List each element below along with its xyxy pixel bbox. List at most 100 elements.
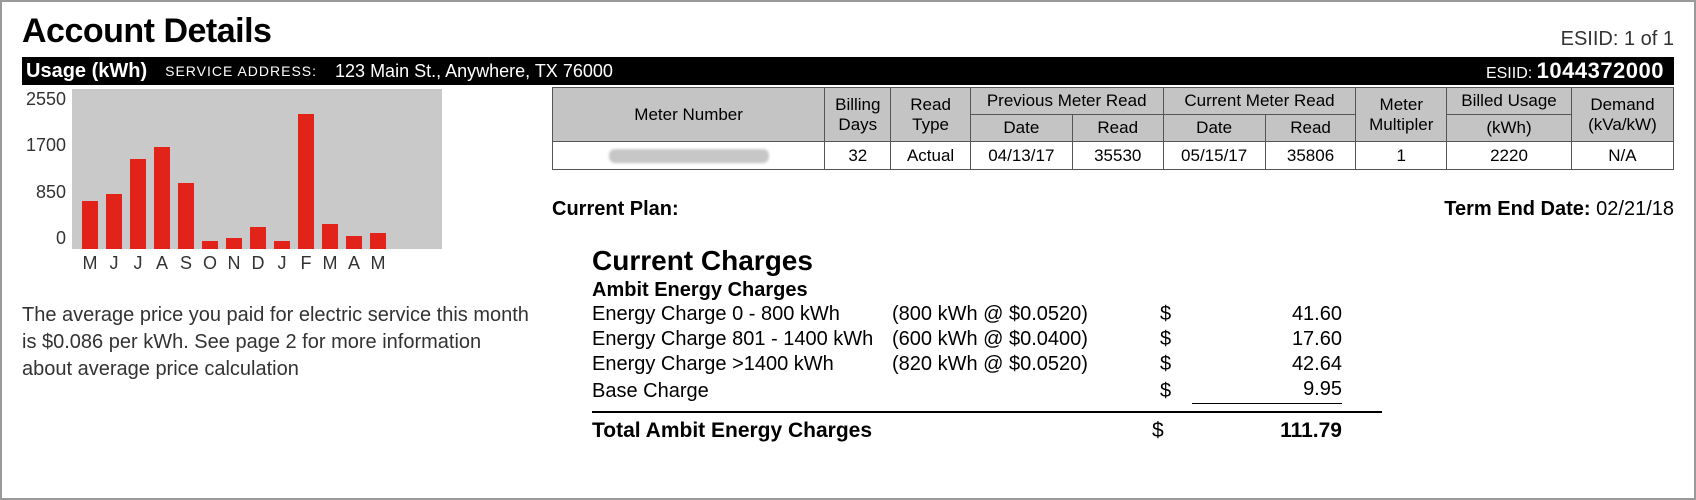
chart-yaxis: 2550 1700 850 0 bbox=[22, 89, 72, 249]
charge-detail: (800 kWh @ $0.0520) bbox=[892, 303, 1152, 326]
esiid-display: ESIID: 1044372000 bbox=[1486, 58, 1664, 84]
average-price-text: The average price you paid for electric … bbox=[22, 302, 532, 383]
meter-table: Meter Number Billing Days Read Type Prev… bbox=[552, 87, 1674, 170]
charge-desc: Energy Charge 0 - 800 kWh bbox=[592, 303, 892, 326]
chart-bar bbox=[346, 236, 362, 249]
term-end: Term End Date: 02/21/18 bbox=[1444, 198, 1674, 221]
xtick: O bbox=[202, 253, 218, 274]
th-prev-group: Previous Meter Read bbox=[970, 88, 1163, 115]
th-curr-group: Current Meter Read bbox=[1163, 88, 1356, 115]
chart-bar bbox=[106, 194, 122, 249]
chart-bar bbox=[130, 159, 146, 249]
xtick: M bbox=[322, 253, 338, 274]
meter-row: 32 Actual 04/13/17 35530 05/15/17 35806 … bbox=[553, 142, 1674, 170]
charge-line: Energy Charge >1400 kWh (820 kWh @ $0.05… bbox=[592, 352, 1382, 377]
th-curr-date: Date bbox=[1163, 115, 1265, 142]
esiid-count: ESIID: 1 of 1 bbox=[1561, 28, 1674, 51]
charge-amount: 41.60 bbox=[1192, 303, 1342, 326]
redacted-meter-number bbox=[609, 149, 769, 163]
esiid-label: ESIID: bbox=[1486, 65, 1532, 82]
td-curr-date: 05/15/17 bbox=[1163, 142, 1265, 170]
chart-xaxis: MJJASONDJFMAM bbox=[72, 249, 442, 274]
service-address-label: SERVICE ADDRESS: bbox=[165, 63, 317, 79]
usage-label: Usage (kWh) bbox=[26, 60, 147, 83]
charge-line: Energy Charge 801 - 1400 kWh (600 kWh @ … bbox=[592, 327, 1382, 352]
term-end-value: 02/21/18 bbox=[1596, 198, 1674, 220]
charge-detail: (600 kWh @ $0.0400) bbox=[892, 328, 1152, 351]
currency-symbol: $ bbox=[1152, 303, 1192, 326]
right-column: Meter Number Billing Days Read Type Prev… bbox=[552, 85, 1674, 443]
header-row: Account Details ESIID: 1 of 1 bbox=[22, 12, 1674, 51]
chart-bar bbox=[274, 241, 290, 249]
td-billed: 2220 bbox=[1447, 142, 1572, 170]
currency-symbol: $ bbox=[1152, 328, 1192, 351]
td-demand: N/A bbox=[1571, 142, 1673, 170]
ytick: 850 bbox=[36, 182, 66, 203]
charge-amount: 17.60 bbox=[1192, 328, 1342, 351]
chart-bar bbox=[250, 227, 266, 249]
xtick: J bbox=[274, 253, 290, 274]
charge-line: Base Charge $ 9.95 bbox=[592, 377, 1382, 405]
chart-bar bbox=[226, 238, 242, 249]
xtick: S bbox=[178, 253, 194, 274]
td-multiplier: 1 bbox=[1356, 142, 1447, 170]
charge-amount: 9.95 bbox=[1192, 378, 1342, 404]
chart-bar bbox=[202, 241, 218, 249]
bill-page: Account Details ESIID: 1 of 1 Usage (kWh… bbox=[0, 0, 1696, 500]
xtick: M bbox=[370, 253, 386, 274]
th-demand: Demand (kVa/kW) bbox=[1571, 88, 1673, 142]
current-plan-label: Current Plan: bbox=[552, 198, 679, 221]
usage-chart: 2550 1700 850 0 bbox=[22, 89, 532, 249]
usage-bar: Usage (kWh) SERVICE ADDRESS: 123 Main St… bbox=[22, 57, 1674, 85]
total-row: Total Ambit Energy Charges $ 111.79 bbox=[592, 411, 1382, 443]
th-curr-read: Read bbox=[1265, 115, 1356, 142]
chart-bar bbox=[298, 114, 314, 249]
plan-row: Current Plan: Term End Date: 02/21/18 bbox=[552, 198, 1674, 221]
total-label: Total Ambit Energy Charges bbox=[592, 419, 1152, 443]
total-amount: 111.79 bbox=[1192, 419, 1342, 443]
chart-bar bbox=[370, 233, 386, 249]
service-address: 123 Main St., Anywhere, TX 76000 bbox=[335, 61, 613, 82]
td-prev-date: 04/13/17 bbox=[970, 142, 1072, 170]
xtick: A bbox=[346, 253, 362, 274]
xtick: D bbox=[250, 253, 266, 274]
th-meter-number: Meter Number bbox=[553, 88, 825, 142]
charges-title: Current Charges bbox=[592, 245, 1382, 277]
charge-detail: (820 kWh @ $0.0520) bbox=[892, 353, 1152, 376]
charges-subtitle: Ambit Energy Charges bbox=[592, 279, 1382, 302]
charge-desc: Energy Charge 801 - 1400 kWh bbox=[592, 328, 892, 351]
page-title: Account Details bbox=[22, 12, 271, 51]
chart-bar bbox=[322, 224, 338, 249]
left-column: 2550 1700 850 0 MJJASONDJFMAM The averag… bbox=[22, 85, 532, 443]
chart-bar bbox=[154, 147, 170, 249]
chart-plot-area bbox=[72, 89, 442, 249]
currency-symbol: $ bbox=[1152, 419, 1192, 443]
th-read-type: Read Type bbox=[891, 88, 970, 142]
chart-bar bbox=[82, 201, 98, 249]
ytick: 0 bbox=[56, 228, 66, 249]
xtick: N bbox=[226, 253, 242, 274]
charges-section: Current Charges Ambit Energy Charges Ene… bbox=[592, 245, 1382, 443]
xtick: A bbox=[154, 253, 170, 274]
td-prev-read: 35530 bbox=[1072, 142, 1163, 170]
chart-bar bbox=[178, 183, 194, 250]
currency-symbol: $ bbox=[1152, 380, 1192, 403]
xtick: J bbox=[130, 253, 146, 274]
xtick: F bbox=[298, 253, 314, 274]
charge-line: Energy Charge 0 - 800 kWh (800 kWh @ $0.… bbox=[592, 302, 1382, 327]
th-prev-read: Read bbox=[1072, 115, 1163, 142]
td-curr-read: 35806 bbox=[1265, 142, 1356, 170]
td-meter-number bbox=[553, 142, 825, 170]
charge-desc: Base Charge bbox=[592, 380, 892, 403]
charge-desc: Energy Charge >1400 kWh bbox=[592, 353, 892, 376]
currency-symbol: $ bbox=[1152, 353, 1192, 376]
th-billing-days: Billing Days bbox=[825, 88, 891, 142]
charge-amount: 42.64 bbox=[1192, 353, 1342, 376]
td-read-type: Actual bbox=[891, 142, 970, 170]
esiid-value: 1044372000 bbox=[1537, 58, 1664, 83]
xtick: J bbox=[106, 253, 122, 274]
ytick: 2550 bbox=[26, 89, 66, 110]
th-billed-group: Billed Usage bbox=[1447, 88, 1572, 115]
th-multiplier: Meter Multipler bbox=[1356, 88, 1447, 142]
th-prev-date: Date bbox=[970, 115, 1072, 142]
